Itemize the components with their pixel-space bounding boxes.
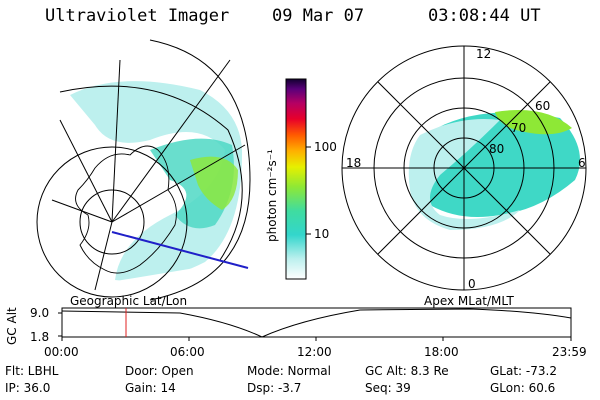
info-door: Door: Open [125,364,194,378]
header-date: 09 Mar 07 [272,6,365,26]
header-title: Ultraviolet Imager [45,6,230,26]
meridian-4 [111,144,246,223]
meridian-6 [94,221,113,291]
polar-label-70: 70 [511,121,526,135]
meridian-1 [59,119,113,223]
info-footer: Flt: LBHL Door: Open Mode: Normal GC Alt… [5,364,557,395]
lat-circle-1 [149,39,251,301]
polar-label-80: 80 [489,142,504,156]
timeline-left-title: Geographic Lat/Lon [70,294,187,308]
lat-circle-3 [36,146,188,298]
header-time: 03:08:44 UT [428,6,541,26]
altitude-timeline: Geographic Lat/Lon Apex MLat/MLT GC Alt … [5,294,587,359]
altitude-curve [61,308,572,338]
meridian-2 [111,59,121,223]
info-mode: Mode: Normal [247,364,331,378]
info-filter: Flt: LBHL [5,364,59,378]
auroral-oval [426,112,580,218]
auroral-oval-bright [495,110,572,135]
meridian-3 [111,59,231,223]
info-gain: Gain: 14 [125,381,176,395]
auroral-emission-geo [70,81,243,281]
polar-label-60: 60 [535,99,550,113]
polar-label-18: 18 [346,156,361,170]
auroral-oval-diffuse [408,119,520,230]
info-ip: IP: 36.0 [5,381,50,395]
antarctica-coastline [75,145,177,274]
info-seq: Seq: 39 [365,381,411,395]
orbit-track [111,231,249,269]
timeline-right-title: Apex MLat/MLT [424,294,514,308]
timeline-y-tick-1.8: 1.8 [30,330,49,344]
timeline-y-tick-9: 9.0 [30,306,49,320]
info-glon: GLon: 60.6 [490,381,555,395]
polar-label-6: 6 [578,156,586,170]
timeline-x-tick-1800: 18:00 [424,345,459,359]
geographic-map [36,39,251,301]
info-glat: GLat: -73.2 [490,364,557,378]
color-bar: 100 10 photon cm⁻²s⁻¹ [265,78,337,280]
colorbar-tick-10: 10 [314,227,329,241]
info-gc-alt: GC Alt: 8.3 Re [365,364,449,378]
polar-label-0: 0 [468,277,476,291]
timeline-y-label: GC Alt [5,307,19,345]
lat-circle-2 [79,189,145,255]
timeline-x-tick-0600: 06:00 [170,345,205,359]
timeline-x-tick-0000: 00:00 [44,345,79,359]
timeline-x-tick-1200: 12:00 [297,345,332,359]
info-dsp: Dsp: -3.7 [247,381,301,395]
colorbar-tick-100: 100 [314,140,337,154]
lat-circle-4 [59,85,243,261]
polar-label-12: 12 [476,47,491,61]
polar-plot: 12 18 6 0 60 70 80 [341,45,587,291]
colorbar-unit-label: photon cm⁻²s⁻¹ [265,149,279,242]
timeline-x-tick-2359: 23:59 [552,345,587,359]
